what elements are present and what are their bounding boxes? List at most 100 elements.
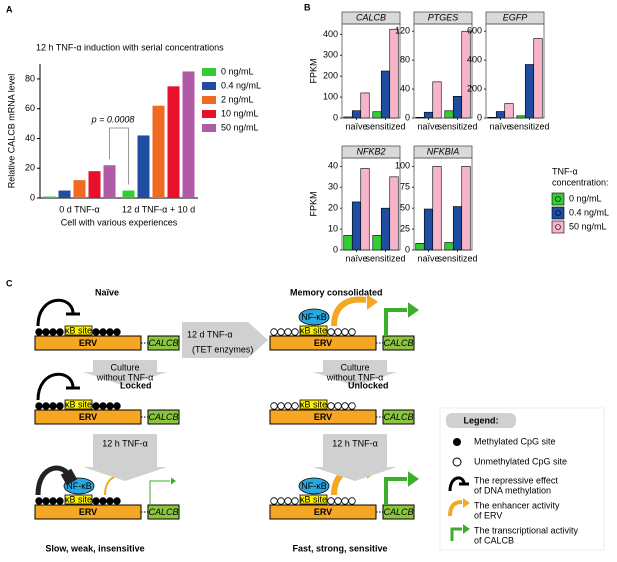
bar	[167, 86, 180, 198]
y-tick-label: 40	[328, 161, 338, 171]
kb-site-label: κB site	[65, 399, 92, 409]
gene-label: CALCB	[148, 507, 178, 517]
y-tick-label: 200	[323, 71, 338, 81]
legend-label: 2 ng/mL	[221, 94, 254, 104]
y-tick-label: 0	[333, 244, 338, 254]
legend-item: of DNA methylation	[474, 485, 551, 495]
y-tick-label: 75	[400, 182, 410, 192]
legend-item: of ERV	[474, 510, 502, 520]
legend-swatch	[202, 110, 216, 118]
unmethylated-cpg	[277, 402, 285, 410]
bar	[461, 166, 471, 251]
step-arrow	[83, 360, 167, 386]
legend-label: 0.4 ng/mL	[569, 207, 609, 217]
step-arrow	[83, 434, 167, 481]
legend-icon	[448, 476, 466, 492]
methylated-cpg	[35, 497, 43, 505]
legend-point	[555, 210, 561, 216]
bar	[495, 111, 506, 119]
legend-icon	[448, 500, 463, 517]
unmethylated-cpg	[334, 497, 342, 505]
legend-point	[555, 224, 561, 230]
erv-label: ERV	[79, 507, 97, 517]
legend-title: TNF-α	[552, 166, 578, 176]
gene-box	[147, 335, 180, 351]
kb-site-label: κB site	[300, 325, 327, 335]
legend-icon	[450, 527, 462, 541]
unmethylated-cpg	[270, 402, 278, 410]
y-tick-label: 30	[328, 182, 338, 192]
methylated-cpg	[92, 402, 100, 410]
unmethylated-cpg	[348, 402, 356, 410]
transition-label: (TET enzymes)	[192, 344, 253, 354]
step-label: without TNF-α	[96, 372, 154, 382]
bar	[432, 81, 442, 119]
enhancer-arrow	[331, 296, 367, 327]
methylated-cpg	[56, 402, 64, 410]
methylated-cpg	[106, 497, 114, 505]
bar	[452, 206, 463, 251]
transition-label: 12 d TNF-α	[187, 329, 233, 339]
y-tick-label: 300	[323, 50, 338, 60]
methylated-cpg	[99, 402, 107, 410]
outcome-label: Fast, strong, sensitive	[292, 543, 387, 553]
step-label: 12 h TNF-α	[332, 438, 378, 448]
legend-icon	[453, 438, 461, 446]
y-tick-label: 10	[328, 223, 338, 233]
nfkb-label: NF-κB	[301, 312, 327, 322]
methylated-cpg	[49, 497, 57, 505]
legend-title: concentration:	[552, 177, 609, 187]
facet-title: CALCB	[356, 12, 386, 22]
x-tick-label: 0 d TNF-α	[59, 204, 100, 214]
bar	[444, 110, 454, 119]
kb-site-label: κB site	[300, 494, 327, 504]
legend-title: Legend:	[464, 415, 499, 425]
y-tick-label: 600	[467, 26, 482, 36]
kb-site-label: κB site	[300, 399, 327, 409]
bar	[389, 28, 399, 119]
methylated-cpg	[56, 497, 64, 505]
panel-border	[413, 157, 473, 251]
bar	[137, 135, 150, 198]
column-title: Naïve	[95, 287, 119, 297]
legend-swatch	[202, 96, 216, 104]
panel-border	[413, 23, 473, 119]
legend-item: The transcriptional activity	[474, 525, 579, 535]
y-tick-label: 0	[405, 112, 410, 122]
legend-label: 10 ng/mL	[221, 108, 259, 118]
bar	[452, 96, 463, 119]
legend-label: 50 ng/mL	[569, 221, 607, 231]
bar	[415, 116, 425, 119]
bar	[461, 30, 471, 119]
y-tick-label: 80	[25, 73, 35, 83]
bar	[487, 116, 497, 119]
y-tick-label: 120	[395, 26, 410, 36]
erv-label: ERV	[314, 412, 332, 422]
legend-point	[555, 196, 561, 202]
bar	[351, 110, 362, 119]
annotation: p = 0.0008	[91, 114, 135, 124]
methylated-cpg	[92, 328, 100, 336]
gene-label: CALCB	[383, 507, 413, 517]
methylated-cpg	[106, 402, 114, 410]
legend-swatch	[202, 124, 216, 132]
bar	[122, 190, 135, 198]
unmethylated-cpg	[327, 497, 335, 505]
repression-arc	[36, 372, 75, 401]
bar	[73, 180, 86, 198]
legend-label: 0.4 ng/mL	[221, 80, 261, 90]
facet-title: NFKB2	[356, 146, 385, 156]
bar	[432, 166, 442, 251]
step-arrow	[313, 360, 397, 386]
y-tick-label: 50	[400, 203, 410, 213]
unmethylated-cpg	[341, 328, 349, 336]
x-tick-label: naïve	[345, 121, 367, 131]
nfkb-label: NF-κB	[301, 481, 327, 491]
transcription-arrow	[384, 477, 407, 505]
repression-arc	[35, 465, 72, 496]
gene-box	[147, 504, 180, 520]
methylated-cpg	[35, 328, 43, 336]
step-label: 12 h TNF-α	[102, 438, 148, 448]
unmethylated-cpg	[284, 497, 292, 505]
legend-item: of CALCB	[474, 535, 514, 545]
